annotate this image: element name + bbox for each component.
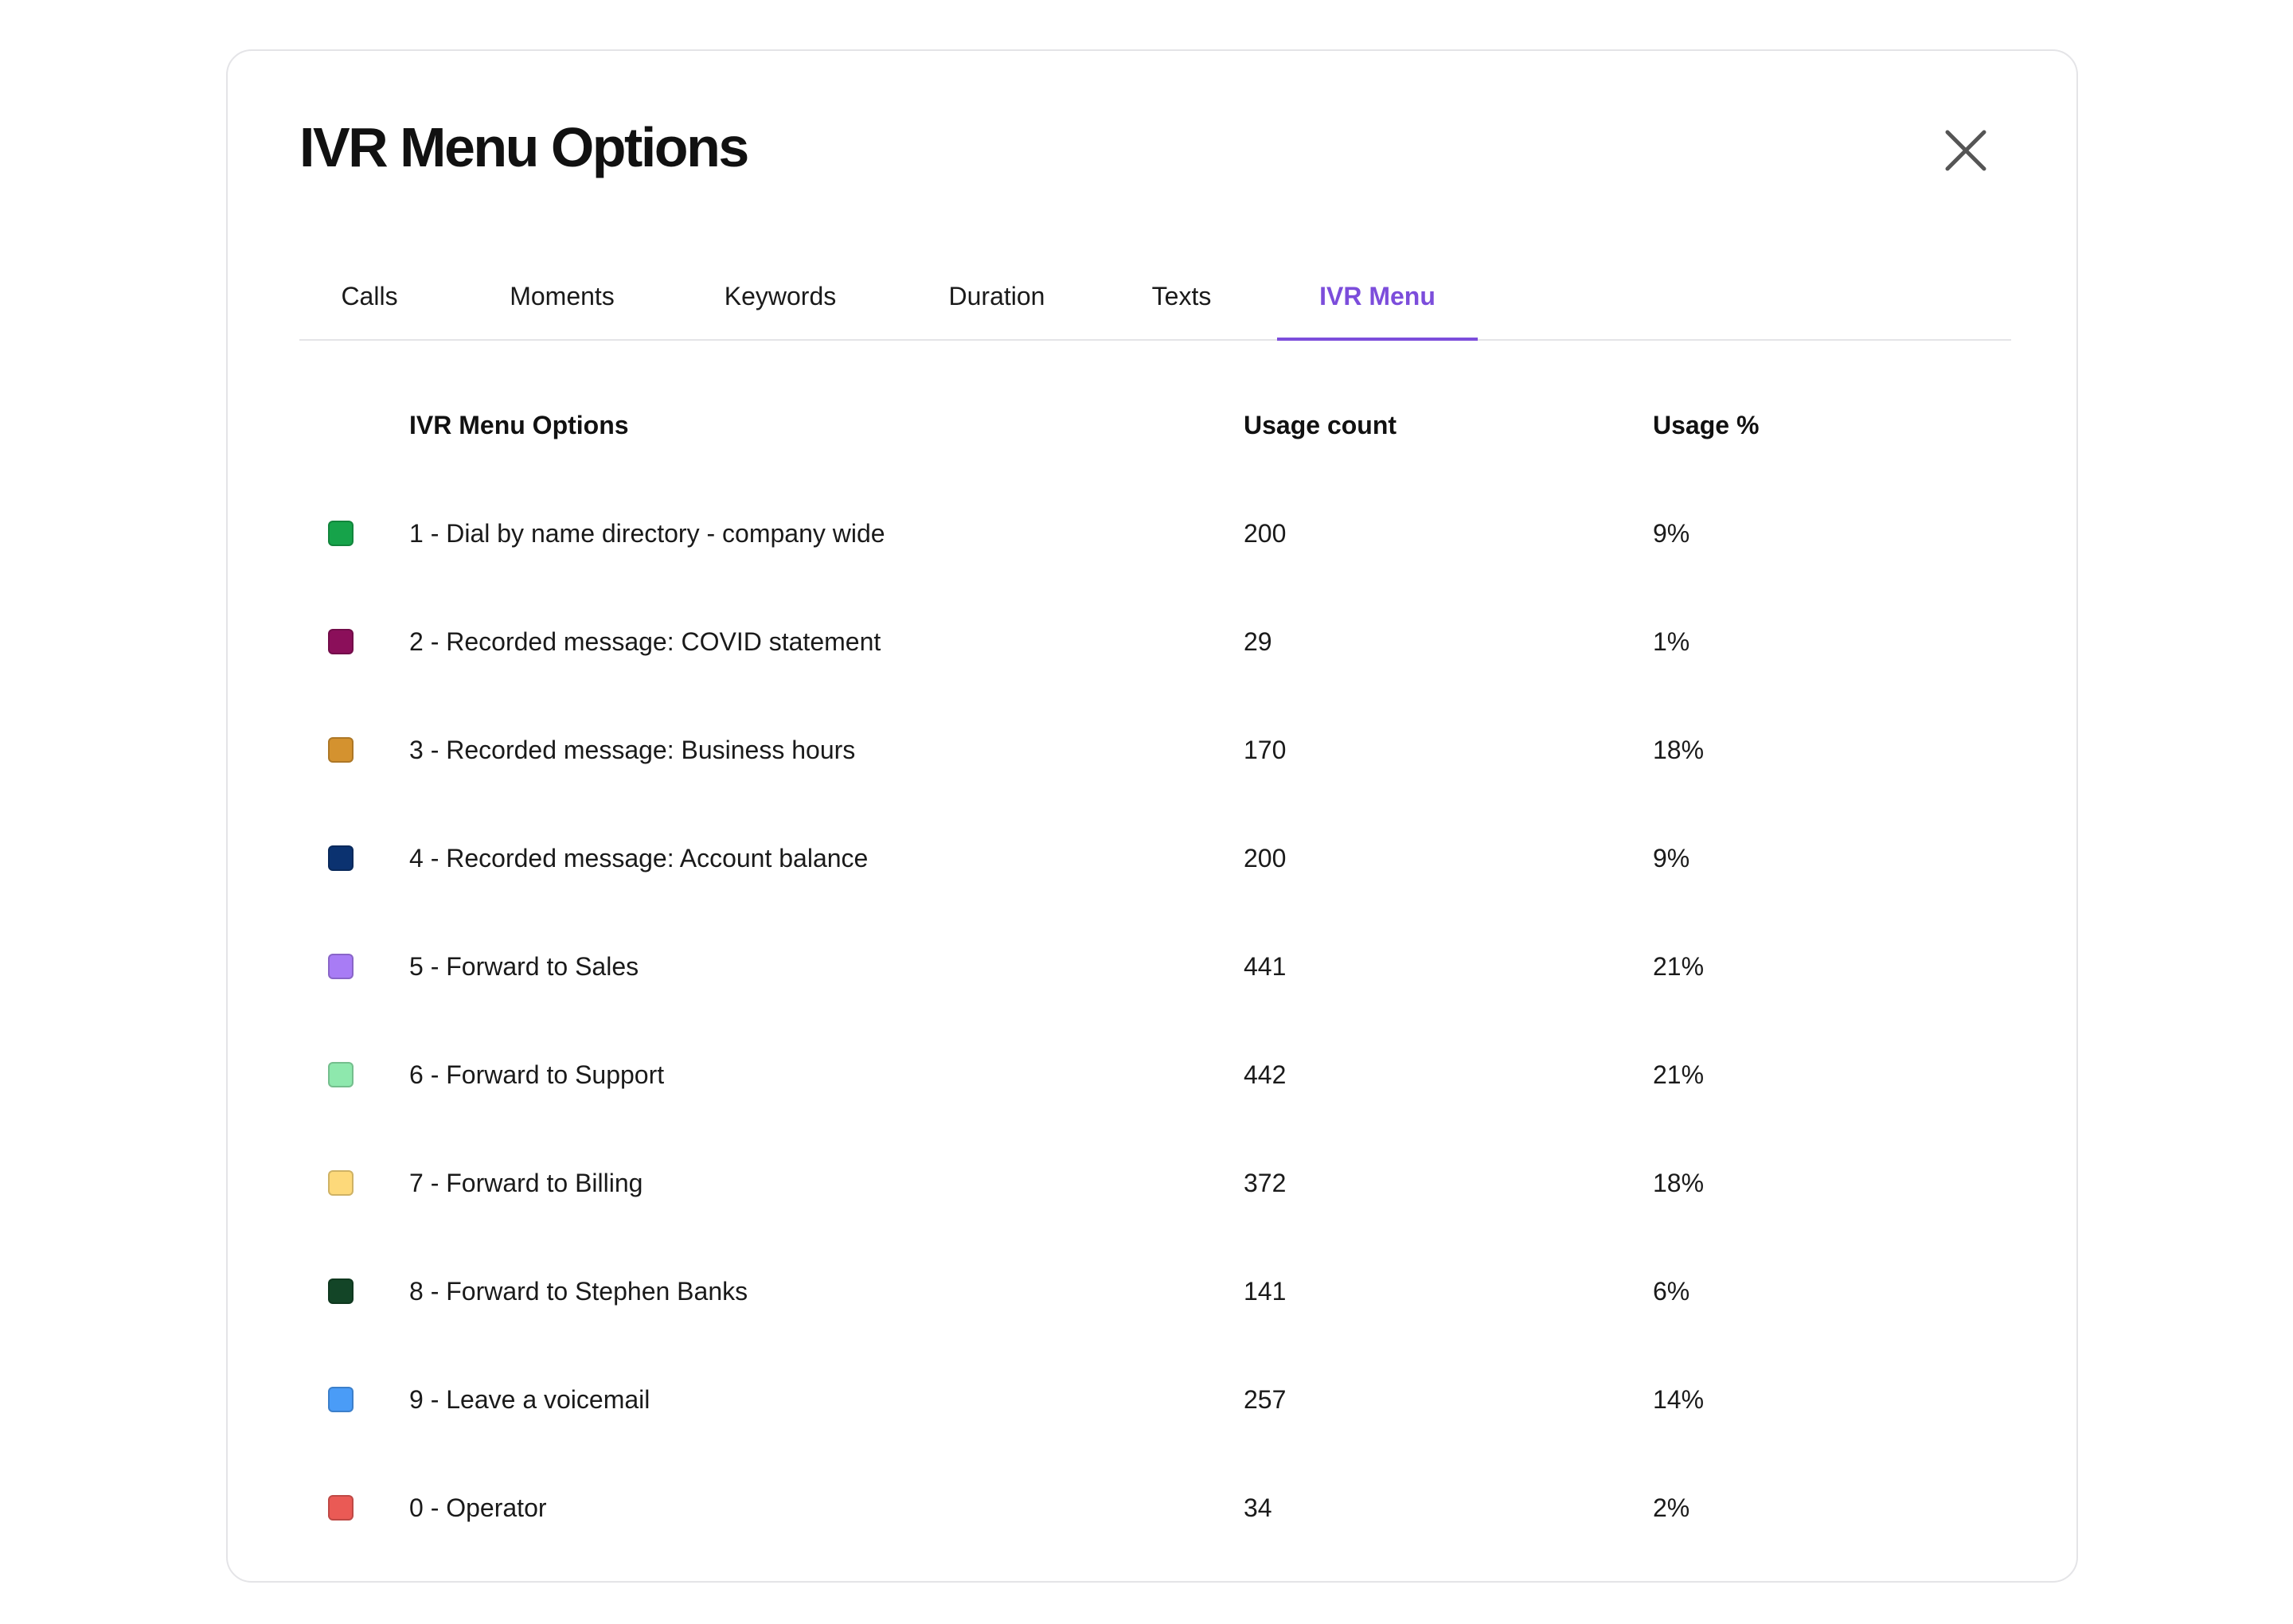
table-row: 6 - Forward to Support 442 21% [299,1022,2011,1130]
header-usage-count: Usage count [1244,411,1397,439]
usage-count: 170 [1244,736,1287,764]
table-row: 0 - Operator 34 2% [299,1455,2011,1563]
close-button[interactable] [1939,124,1992,177]
header-ivr-menu-options: IVR Menu Options [409,411,629,439]
color-swatch [328,1279,354,1304]
usage-count: 257 [1244,1385,1287,1414]
usage-percent: 1% [1653,627,1690,656]
usage-percent: 18% [1653,736,1705,764]
table-row: 5 - Forward to Sales 441 21% [299,914,2011,1022]
usage-percent: 2% [1653,1493,1690,1522]
ivr-menu-modal: IVR Menu Options Calls Moments Keywords … [226,49,2078,1583]
option-label: 5 - Forward to Sales [409,952,639,981]
close-icon [1945,130,1986,171]
usage-percent: 9% [1653,519,1690,548]
option-label: 2 - Recorded message: COVID statement [409,627,881,656]
tab-texts[interactable]: Texts [1151,282,1212,310]
color-swatch [328,521,354,546]
tab-moments[interactable]: Moments [510,282,615,310]
table-row: 8 - Forward to Stephen Banks 141 6% [299,1239,2011,1347]
color-swatch [328,1062,354,1087]
color-swatch [328,737,354,763]
tab-ivr-menu[interactable]: IVR Menu [1277,260,1478,341]
table-row: 7 - Forward to Billing 372 18% [299,1130,2011,1239]
option-label: 6 - Forward to Support [409,1060,665,1089]
option-label: 4 - Recorded message: Account balance [409,844,869,873]
color-swatch [328,845,354,871]
usage-count: 34 [1244,1493,1272,1522]
usage-percent: 21% [1653,952,1705,981]
option-label: 0 - Operator [409,1493,547,1522]
option-label: 1 - Dial by name directory - company wid… [409,519,885,548]
color-swatch [328,954,354,979]
usage-count: 441 [1244,952,1287,981]
usage-count: 200 [1244,844,1287,873]
option-label: 8 - Forward to Stephen Banks [409,1277,748,1306]
tab-duration[interactable]: Duration [948,282,1045,310]
tab-keywords[interactable]: Keywords [724,282,837,310]
table-row: 9 - Leave a voicemail 257 14% [299,1347,2011,1455]
usage-percent: 21% [1653,1060,1705,1089]
usage-percent: 9% [1653,844,1690,873]
tab-calls[interactable]: Calls [341,282,398,310]
usage-percent: 14% [1653,1385,1705,1414]
table-row: 1 - Dial by name directory - company wid… [299,481,2011,589]
table-row: 2 - Recorded message: COVID statement 29 1… [299,589,2011,697]
color-swatch [328,1387,354,1412]
usage-count: 29 [1244,627,1272,656]
option-label: 7 - Forward to Billing [409,1169,643,1197]
usage-percent: 6% [1653,1277,1690,1306]
option-label: 9 - Leave a voicemail [409,1385,650,1414]
usage-percent: 18% [1653,1169,1705,1197]
header-usage-percent: Usage % [1653,411,1760,439]
color-swatch [328,1495,354,1521]
option-label: 3 - Recorded message: Business hours [409,736,856,764]
tab-bar: Calls Moments Keywords Duration Texts IV… [299,260,2011,341]
color-swatch [328,1170,354,1196]
usage-count: 442 [1244,1060,1287,1089]
modal-title: IVR Menu Options [299,116,749,178]
usage-count: 372 [1244,1169,1287,1197]
table-row: 4 - Recorded message: Account balance 200… [299,806,2011,914]
usage-count: 200 [1244,519,1287,548]
table-row: 3 - Recorded message: Business hours 170 1… [299,697,2011,806]
usage-count: 141 [1244,1277,1287,1306]
color-swatch [328,629,354,654]
